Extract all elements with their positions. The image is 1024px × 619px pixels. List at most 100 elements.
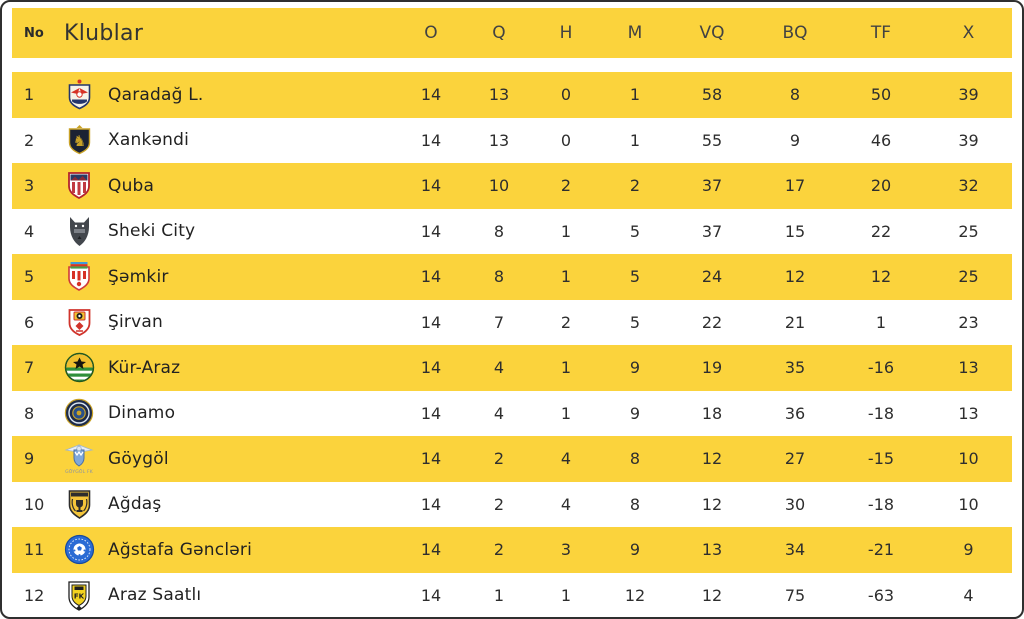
draws-cell: 4 [560, 494, 572, 514]
played-cell: 14 [420, 267, 442, 287]
goals-for-cell: 24 [701, 267, 723, 287]
club-name-link[interactable]: Sheki City [108, 221, 196, 242]
goals-for-cell: 12 [701, 585, 723, 605]
played-cell: 14 [420, 221, 442, 241]
wins-cell: 2 [493, 540, 505, 560]
semkir-crest-icon [64, 261, 94, 292]
losses-cell: 2 [629, 176, 641, 196]
goals-against-cell: 75 [784, 585, 806, 605]
table-body: 1 Qaradağ L. 14 13 0 1 58 8 50 39 2 ♞ Xa… [2, 72, 1022, 617]
table-row: 8 Dinamo 14 4 1 9 18 36 -18 13 [12, 390, 1012, 436]
wins-cell: 8 [493, 221, 505, 241]
dinamo-crest-icon [64, 398, 94, 428]
wins-cell: 4 [493, 358, 505, 378]
goal-diff-cell: 20 [870, 176, 892, 196]
draws-cell: 1 [560, 221, 572, 241]
header-col-points: X [962, 23, 975, 43]
points-cell: 13 [958, 403, 979, 423]
header-col-klublar: Klublar [64, 20, 144, 46]
club-name-link[interactable]: Xankəndi [108, 130, 190, 151]
header-col-goals-for: VQ [699, 23, 725, 43]
header-col-draws: H [559, 23, 573, 43]
goygol-crest-icon: GÖYGÖL FK [64, 443, 94, 475]
goals-for-cell: 55 [701, 130, 723, 150]
club-name-link[interactable]: Dinamo [108, 403, 176, 424]
played-cell: 14 [420, 449, 442, 469]
points-cell: 25 [958, 221, 979, 241]
rank-cell: 7 [24, 358, 35, 378]
rank-cell: 12 [24, 585, 45, 605]
header-col-goals-against: BQ [782, 23, 808, 43]
draws-cell: 1 [560, 403, 572, 423]
played-cell: 14 [420, 585, 442, 605]
goal-diff-cell: 46 [870, 130, 892, 150]
goal-diff-cell: -63 [867, 585, 895, 605]
played-cell: 14 [420, 85, 442, 105]
header-col-no: No [24, 25, 44, 41]
goal-diff-cell: 12 [870, 267, 892, 287]
goals-for-cell: 37 [701, 176, 723, 196]
points-cell: 10 [958, 449, 979, 469]
xankendi-crest-icon: ♞ [64, 124, 94, 156]
kuraraz-crest-icon [64, 352, 94, 383]
rank-cell: 9 [24, 449, 35, 469]
points-cell: 10 [958, 494, 979, 514]
svg-text:♞: ♞ [72, 132, 85, 150]
sirvan-crest-icon [64, 307, 94, 338]
goals-against-cell: 12 [784, 267, 806, 287]
goals-against-cell: 8 [789, 85, 801, 105]
draws-cell: 0 [560, 85, 572, 105]
club-name-link[interactable]: Quba [108, 175, 155, 196]
club-name-link[interactable]: Kür-Araz [108, 357, 181, 378]
club-name-link[interactable]: Ağstafa Gəncləri [108, 539, 253, 560]
goals-against-cell: 9 [789, 130, 801, 150]
played-cell: 14 [420, 403, 442, 423]
draws-cell: 1 [560, 267, 572, 287]
rank-cell: 10 [24, 494, 45, 514]
club-name-link[interactable]: Araz Saatlı [108, 585, 202, 606]
draws-cell: 1 [560, 358, 572, 378]
losses-cell: 9 [629, 358, 641, 378]
rank-cell: 2 [24, 130, 35, 150]
losses-cell: 5 [629, 267, 641, 287]
table-header-row: No Klublar O Q H M VQ BQ TF X [12, 8, 1012, 58]
draws-cell: 2 [560, 312, 572, 332]
goals-for-cell: 12 [701, 449, 723, 469]
table-row: 1 Qaradağ L. 14 13 0 1 58 8 50 39 [12, 72, 1012, 118]
losses-cell: 5 [629, 312, 641, 332]
rank-cell: 11 [24, 540, 45, 560]
draws-cell: 3 [560, 540, 572, 560]
header-col-wins: Q [492, 23, 506, 43]
wins-cell: 1 [493, 585, 505, 605]
played-cell: 14 [420, 130, 442, 150]
wins-cell: 7 [493, 312, 505, 332]
goals-for-cell: 13 [701, 540, 723, 560]
club-name-link[interactable]: Qaradağ L. [108, 84, 204, 105]
goals-for-cell: 37 [701, 221, 723, 241]
played-cell: 14 [420, 540, 442, 560]
goals-against-cell: 21 [784, 312, 806, 332]
losses-cell: 9 [629, 540, 641, 560]
points-cell: 39 [958, 85, 979, 105]
points-cell: 39 [958, 130, 979, 150]
goal-diff-cell: 50 [870, 85, 892, 105]
losses-cell: 12 [624, 585, 646, 605]
goal-diff-cell: 22 [870, 221, 892, 241]
played-cell: 14 [420, 312, 442, 332]
goal-diff-cell: 1 [875, 312, 887, 332]
table-row: 4 Sheki City 14 8 1 5 37 15 22 25 [12, 208, 1012, 254]
club-name-link[interactable]: Ağdaş [108, 494, 162, 515]
goal-diff-cell: -15 [867, 449, 895, 469]
draws-cell: 2 [560, 176, 572, 196]
wins-cell: 2 [493, 494, 505, 514]
draws-cell: 1 [560, 585, 572, 605]
club-name-link[interactable]: Şirvan [108, 312, 163, 333]
losses-cell: 8 [629, 449, 641, 469]
svg-text:FK: FK [74, 592, 85, 600]
goals-against-cell: 17 [784, 176, 806, 196]
table-row: 12 FK Araz Saatlı 14 1 1 12 12 75 -63 4 [12, 572, 1012, 617]
losses-cell: 1 [629, 130, 641, 150]
club-name-link[interactable]: Şəmkir [108, 266, 169, 287]
club-name-link[interactable]: Göygöl [108, 448, 169, 469]
